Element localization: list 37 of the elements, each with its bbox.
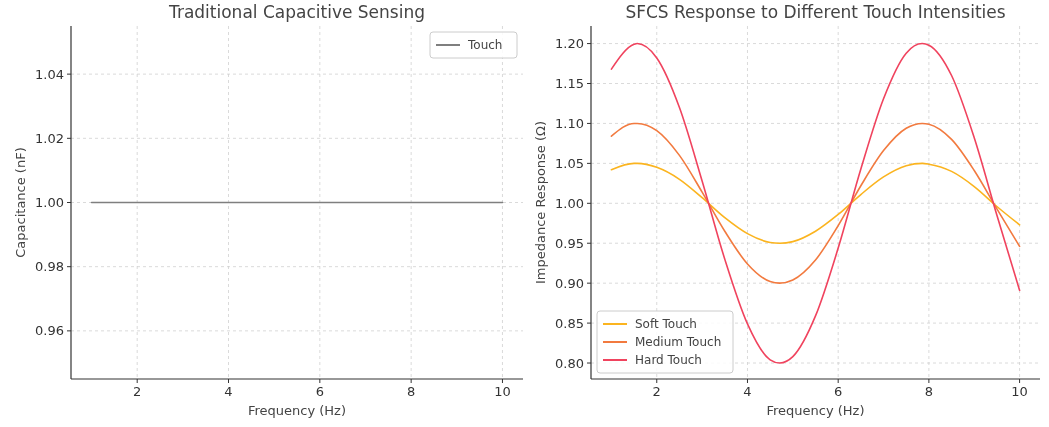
y-axis-title: Capacitance (nF) [13, 147, 28, 258]
y-tick-label: 0.90 [555, 275, 584, 291]
x-tick-label: 2 [652, 384, 661, 399]
line-series [610, 162, 1021, 245]
x-axis-title: Frequency (Hz) [247, 403, 347, 418]
y-tick-label: 1.20 [555, 36, 584, 52]
chart-title: Traditional Capacitive Sensing [168, 2, 425, 22]
y-tick-label: 0.95 [555, 235, 584, 251]
x-tick-label: 4 [743, 384, 752, 399]
y-tick-label: 1.10 [555, 115, 584, 131]
x-tick-label: 4 [224, 384, 233, 399]
y-tick-label: 0.85 [555, 315, 584, 331]
y-tick-label: 1.02 [35, 130, 64, 146]
y-tick-label: 1.00 [35, 195, 64, 210]
x-axis-title: Frequency (Hz) [766, 403, 865, 418]
x-tick-label: 10 [1011, 384, 1028, 399]
x-tick-label: 6 [834, 384, 843, 399]
line-series [610, 42, 1021, 364]
x-tick-label: 6 [315, 384, 324, 399]
line-series [610, 122, 1021, 284]
y-tick-label: 0.80 [555, 355, 584, 371]
x-tick-label: 10 [494, 384, 511, 399]
y-axis-title: Impedance Response (Ω) [533, 120, 548, 285]
x-tick-label: 2 [133, 384, 142, 399]
y-tick-label: 1.04 [35, 66, 64, 82]
y-tick-label: 1.15 [555, 76, 584, 91]
chart-title: SFCS Response to Different Touch Intensities [625, 2, 1006, 22]
legend-label: Medium Touch [635, 335, 722, 349]
x-tick-label: 8 [924, 384, 934, 399]
legend-label: Hard Touch [635, 353, 702, 367]
legend-label: Touch [467, 38, 503, 52]
y-tick-label: 0.96 [35, 323, 64, 339]
y-tick-label: 0.98 [35, 259, 64, 275]
y-tick-label: 1.05 [555, 155, 584, 171]
y-tick-label: 1.00 [555, 195, 584, 211]
x-tick-label: 8 [407, 384, 416, 399]
legend-label: Soft Touch [635, 317, 697, 331]
